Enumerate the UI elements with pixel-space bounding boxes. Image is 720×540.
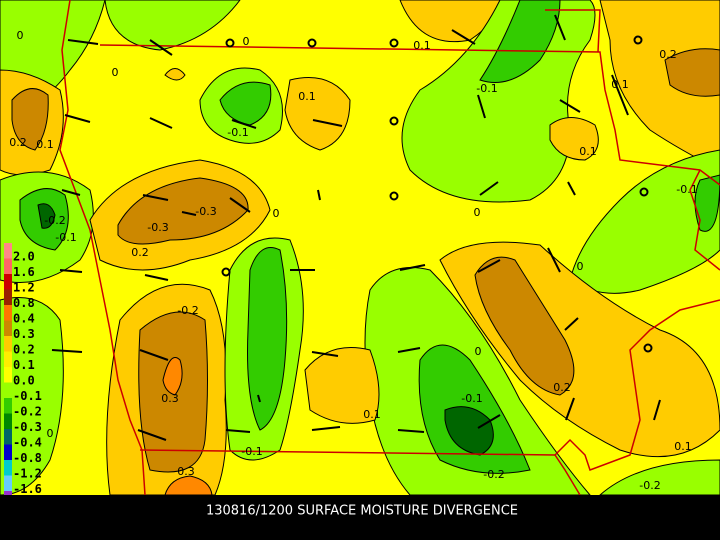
contour-label: 0.1 xyxy=(298,90,316,103)
legend-label: -1.6 xyxy=(13,482,42,496)
contour-label: 0.2 xyxy=(9,136,27,149)
legend-label: 0.3 xyxy=(13,327,35,341)
legend-swatch xyxy=(4,289,12,305)
contour-label: 0.1 xyxy=(363,408,381,421)
contour-label: 0.1 xyxy=(579,145,597,158)
legend-swatch xyxy=(4,258,12,274)
contour-label: 0.1 xyxy=(611,78,629,91)
legend-label: -0.3 xyxy=(13,420,42,434)
legend-label: 0.8 xyxy=(13,296,35,310)
contour-label: -0.1 xyxy=(476,82,497,95)
legend-swatch xyxy=(4,351,12,367)
contour-label: -0.3 xyxy=(195,205,216,218)
legend-swatch xyxy=(4,336,12,352)
legend-swatch xyxy=(4,320,12,336)
contour-label: 0 xyxy=(243,35,250,48)
legend-swatch xyxy=(4,274,12,290)
contour-label: -0.2 xyxy=(639,479,660,492)
legend-label: -0.8 xyxy=(13,451,42,465)
contour-label: 0.1 xyxy=(674,440,692,453)
contour-label: 0 xyxy=(112,66,119,79)
contour-label: 0 xyxy=(577,260,584,273)
contour-label: 0 xyxy=(475,345,482,358)
caption: 130816/1200 SURFACE MOISTURE DIVERGENCE xyxy=(206,504,518,519)
legend-label: -0.4 xyxy=(13,436,42,450)
contour-label: 0.2 xyxy=(659,48,677,61)
legend-label: 1.2 xyxy=(13,281,35,295)
legend-label: -1.2 xyxy=(13,467,42,481)
legend-swatch xyxy=(4,243,12,259)
legend-label: 0.2 xyxy=(13,343,35,357)
contour-label: 0 xyxy=(17,29,24,42)
contour-label: -0.1 xyxy=(241,445,262,458)
legend-label: -0.1 xyxy=(13,389,42,403)
contour-label: 0 xyxy=(273,207,280,220)
contour-label: 0.2 xyxy=(131,246,149,259)
contour-label: 0.1 xyxy=(36,138,54,151)
contour-label: 0.2 xyxy=(553,381,571,394)
contour-label: -0.3 xyxy=(147,221,168,234)
legend-swatch xyxy=(4,367,12,383)
legend-label: 1.6 xyxy=(13,265,35,279)
legend-label: 2.0 xyxy=(13,250,35,264)
fields xyxy=(0,0,720,496)
contour-label: -0.1 xyxy=(461,392,482,405)
contour-label: 0.1 xyxy=(413,39,431,52)
calm-stations xyxy=(221,35,653,353)
caption-bar xyxy=(0,495,720,540)
legend-swatch xyxy=(4,305,12,321)
legend: 2.01.6 1.20.8 0.40.3 0.20.1 0.0-0.1 -0.2-0.3 -… xyxy=(4,243,42,512)
legend-label: 0.4 xyxy=(13,312,35,326)
legend-label: 0.1 xyxy=(13,358,35,372)
legend-swatch xyxy=(4,444,12,460)
contour-label: -0.1 xyxy=(55,231,76,244)
legend-swatch xyxy=(4,429,12,445)
contour-label: -0.2 xyxy=(44,214,65,227)
contour-label: 0 xyxy=(47,427,54,440)
legend-swatch xyxy=(4,413,12,429)
legend-label: -0.2 xyxy=(13,405,42,419)
borders xyxy=(59,0,720,496)
legend-swatch xyxy=(4,475,12,491)
wind-barbs xyxy=(51,14,661,441)
contour-label: -0.2 xyxy=(483,468,504,481)
contour-label: 0.3 xyxy=(161,392,179,405)
legend-label: 0.0 xyxy=(13,374,35,388)
contour-labels: 0 0 0.10.200.1-0.1 0.1-0.10.2 0.10.1-0.2-0.3… xyxy=(9,29,697,492)
contour-label: 0 xyxy=(474,206,481,219)
contour-label: -0.1 xyxy=(227,126,248,139)
legend-swatch xyxy=(4,460,12,476)
contour-label: -0.2 xyxy=(177,304,198,317)
legend-swatch xyxy=(4,398,12,414)
contour-label: 0.3 xyxy=(177,465,195,478)
contour-label: -0.1 xyxy=(676,183,697,196)
legend-swatch xyxy=(4,382,12,398)
